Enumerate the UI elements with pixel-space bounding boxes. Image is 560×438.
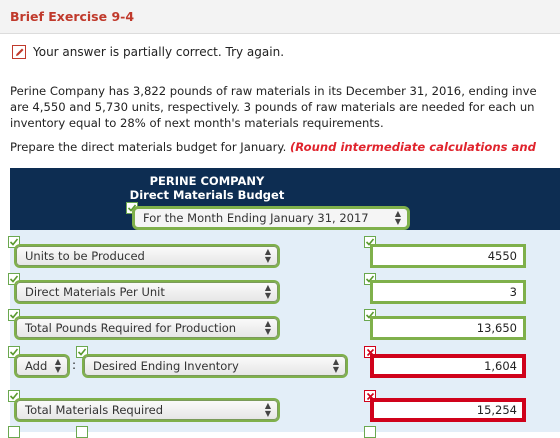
problem-line-3: inventory equal to 28% of next month's m… <box>10 116 384 130</box>
materials-per-unit-input[interactable]: 3 <box>372 282 524 302</box>
budget-name: Direct Materials Budget <box>129 188 285 202</box>
check-icon <box>8 346 20 358</box>
row-label-select-total-required[interactable]: Total Materials Required ▲ ▼ <box>16 400 278 420</box>
check-icon <box>76 426 88 438</box>
units-produced-input[interactable]: 4550 <box>372 246 524 266</box>
check-icon <box>8 390 20 402</box>
select-arrows-icon: ▲ ▼ <box>264 247 271 264</box>
budget-header: PERINE COMPANY Direct Materials Budget F… <box>10 168 560 230</box>
company-name: PERINE COMPANY <box>149 174 265 188</box>
row-label: Direct Materials Per Unit <box>25 285 165 299</box>
row-label: Total Materials Required <box>25 403 164 417</box>
select-arrows-icon: ▲ ▼ <box>332 357 339 374</box>
x-icon <box>364 346 376 358</box>
exercise-title: Brief Exercise 9-4 <box>10 9 135 24</box>
select-arrows-icon: ▲ ▼ <box>54 357 61 374</box>
instructions: Prepare the direct materials budget for … <box>10 140 536 154</box>
check-icon <box>8 426 20 438</box>
check-icon <box>364 236 376 248</box>
row-label: Total Pounds Required for Production <box>25 321 237 335</box>
problem-line-2: are 4,550 and 5,730 units, respectively.… <box>10 100 535 114</box>
status-message: Your answer is partially correct. Try ag… <box>33 45 285 59</box>
total-pounds-input[interactable]: 13,650 <box>372 318 524 338</box>
period-select[interactable]: For the Month Ending January 31, 2017 ▲ ▼ <box>134 208 408 228</box>
ending-inventory-input[interactable]: 1,604 <box>372 356 524 376</box>
select-arrows-icon: ▲ ▼ <box>264 319 271 336</box>
colon-separator: : <box>72 358 77 372</box>
check-icon <box>76 346 88 358</box>
check-icon <box>364 426 376 438</box>
exercise-title-bar: Brief Exercise 9-4 <box>0 0 560 34</box>
rounding-note: (Round intermediate calculations and <box>289 140 536 154</box>
select-arrows-icon: ▲ ▼ <box>264 401 271 418</box>
row-label: Desired Ending Inventory <box>93 359 239 373</box>
total-materials-input[interactable]: 15,254 <box>372 400 524 420</box>
row-label-select-ending-inventory[interactable]: Desired Ending Inventory ▲ ▼ <box>84 356 346 376</box>
row-label-select-materials-per-unit[interactable]: Direct Materials Per Unit ▲ ▼ <box>16 282 278 302</box>
row-label-select-total-pounds[interactable]: Total Pounds Required for Production ▲ ▼ <box>16 318 278 338</box>
select-arrows-icon: ▲ ▼ <box>264 283 271 300</box>
budget-panel: PERINE COMPANY Direct Materials Budget F… <box>8 168 560 438</box>
check-icon <box>8 236 20 248</box>
row-label: Units to be Produced <box>25 249 145 263</box>
row-label-select-units-produced[interactable]: Units to be Produced ▲ ▼ <box>16 246 278 266</box>
instructions-text: Prepare the direct materials budget for … <box>10 140 290 154</box>
operator-value: Add <box>25 359 48 373</box>
problem-line-1: Perine Company has 3,822 pounds of raw m… <box>10 84 537 98</box>
problem-text: Perine Company has 3,822 pounds of raw m… <box>10 83 560 131</box>
pencil-icon <box>12 45 26 59</box>
operator-select[interactable]: Add ▲ ▼ <box>16 356 68 376</box>
x-icon <box>364 390 376 402</box>
period-value: For the Month Ending January 31, 2017 <box>143 211 369 225</box>
select-arrows-icon: ▲ ▼ <box>394 209 401 226</box>
